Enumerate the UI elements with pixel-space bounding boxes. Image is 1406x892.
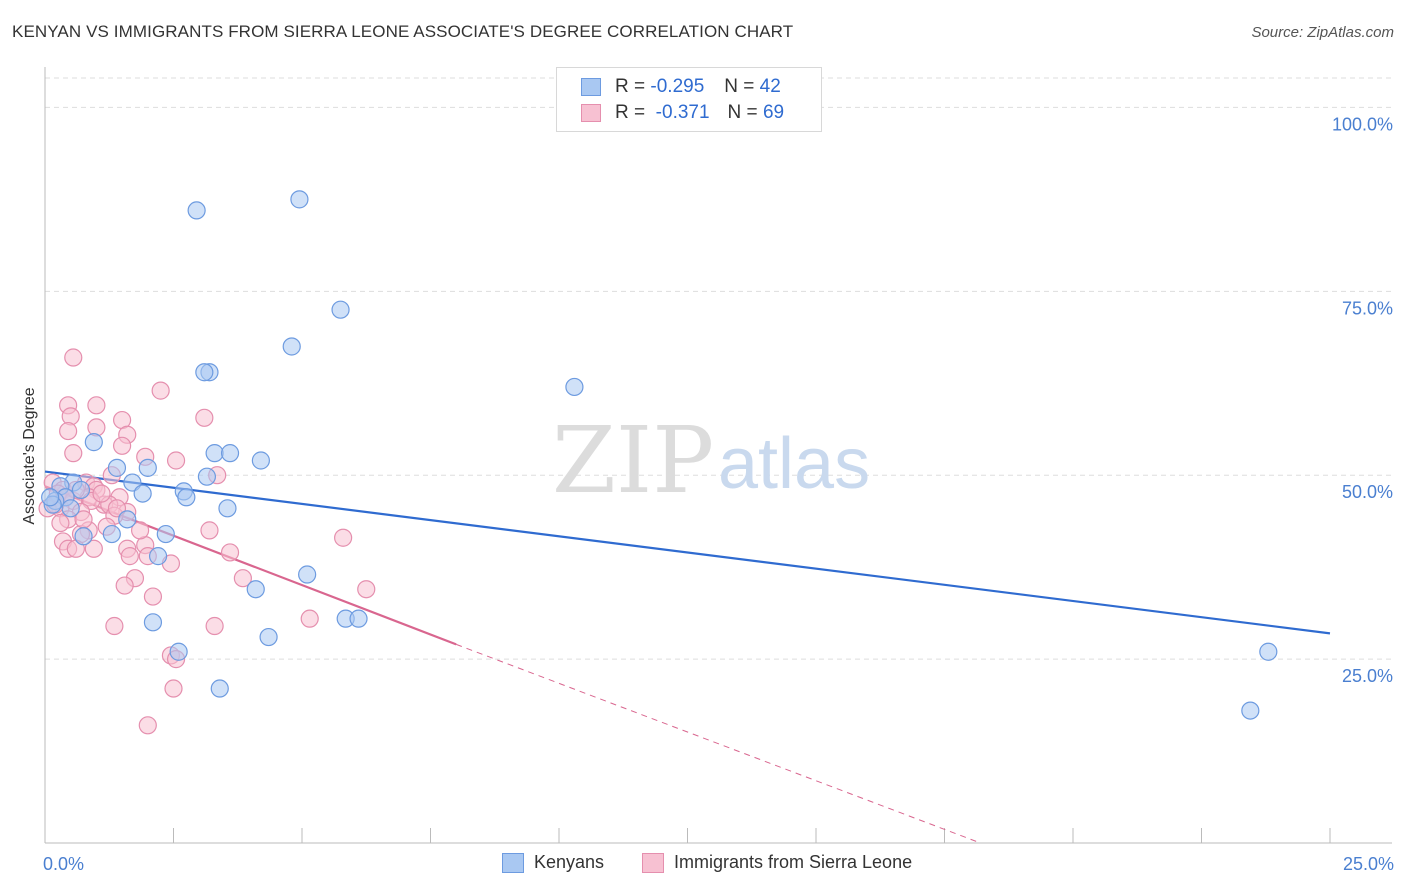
legend-row-sierra-leone: R = -0.371 N = 69 — [581, 101, 784, 125]
sierra-leone-point — [151, 381, 170, 400]
trendline-sierra-leone-extension — [456, 643, 981, 844]
kenyan-point — [61, 499, 80, 518]
sierra-leone-point — [334, 528, 353, 547]
kenyan-point — [133, 484, 152, 503]
kenyan-point — [218, 499, 237, 518]
y-axis-title: Associate's Degree — [21, 387, 38, 524]
trendlines — [44, 470, 1331, 844]
kenyan-point — [107, 458, 127, 477]
y-tick-label: 25.0% — [1342, 666, 1393, 686]
series-swatch-sierra-leone — [642, 852, 664, 873]
watermark-atlas: atlas — [718, 424, 870, 504]
kenyan-point — [205, 444, 224, 463]
kenyan-point — [41, 488, 60, 507]
sierra-leone-point — [59, 421, 78, 441]
sierra-leone-point — [92, 484, 111, 503]
sierra-leone-point — [120, 547, 139, 566]
kenyan-point — [169, 642, 188, 661]
watermark-zip: ZIP — [552, 407, 714, 514]
sierra-leone-point — [300, 609, 319, 628]
kenyan-point — [290, 190, 309, 209]
kenyan-point — [102, 524, 121, 544]
kenyan-point — [197, 467, 217, 486]
kenyan-point — [259, 627, 278, 647]
series-label-sierra-leone: Immigrants from Sierra Leone — [674, 852, 913, 872]
sierra-leone-point — [51, 513, 70, 533]
kenyan-point — [71, 480, 91, 500]
kenyan-point — [84, 433, 103, 452]
sierra-leone-point — [138, 716, 157, 735]
kenyan-point — [331, 300, 350, 319]
legend-r-label: R = — [615, 102, 646, 123]
kenyan-point — [251, 451, 270, 470]
series-label-kenyans: Kenyans — [534, 852, 605, 872]
legend-swatch-kenyans — [581, 78, 601, 96]
kenyan-point — [148, 547, 168, 566]
sierra-leone-point — [112, 436, 132, 455]
legend-n-value: 42 — [759, 76, 781, 97]
kenyan-point — [1241, 701, 1260, 720]
y-tick-label: 50.0% — [1342, 482, 1393, 502]
sierra-leone-point — [200, 521, 219, 540]
trendline-kenyans — [44, 470, 1331, 635]
chart-title: KENYAN VS IMMIGRANTS FROM SIERRA LEONE A… — [12, 22, 794, 41]
sierra-leone-point — [205, 616, 224, 636]
kenyan-point — [156, 524, 175, 544]
kenyan-point — [565, 377, 584, 397]
y-tick-label: 100.0% — [1332, 114, 1393, 134]
kenyan-point — [118, 510, 137, 529]
legend-r-value: -0.295 — [650, 76, 705, 97]
legend-n-value: 69 — [762, 102, 785, 123]
legend-n-label: N = — [727, 102, 758, 123]
sierra-leone-point — [220, 543, 240, 562]
watermark: ZIP atlas — [552, 407, 870, 514]
kenyan-point — [187, 201, 206, 220]
sierra-leone-point — [166, 451, 186, 470]
legend-r-label: R = — [615, 76, 646, 97]
kenyan-point — [349, 609, 368, 628]
source-credit: Source: ZipAtlas.com — [1251, 24, 1394, 41]
y-tick-labels: 25.0% 50.0% 75.0% 100.0% — [1332, 114, 1393, 686]
axes — [44, 67, 1392, 844]
y-tick-label: 75.0% — [1342, 298, 1393, 318]
kenyan-point — [74, 527, 93, 546]
legend-swatch-sierra-leone — [581, 104, 601, 122]
kenyan-point — [143, 613, 163, 632]
correlation-legend: R = -0.295 N = 42 R = -0.371 N = 69 — [556, 67, 822, 132]
legend-r-value: -0.371 — [655, 102, 710, 123]
x-tick-label-max: 25.0% — [1343, 854, 1394, 874]
sierra-leone-point — [164, 679, 183, 698]
series-legend-kenyans: Kenyans — [502, 852, 604, 873]
kenyan-point — [1259, 642, 1278, 661]
kenyan-point — [246, 580, 265, 599]
sierra-leone-point — [195, 408, 214, 427]
sierra-leone-point — [357, 580, 376, 599]
sierra-leone-point — [84, 539, 103, 558]
kenyan-point — [177, 488, 196, 507]
sierra-leone-point — [61, 407, 80, 426]
kenyan-point — [298, 565, 317, 584]
kenyan-point — [282, 337, 301, 356]
kenyan-point — [210, 679, 229, 698]
legend-row-kenyans: R = -0.295 N = 42 — [581, 75, 781, 99]
legend-n-label: N = — [724, 76, 755, 97]
kenyan-points — [41, 190, 1278, 720]
sierra-leone-point — [130, 521, 150, 540]
series-legend-sierra-leone: Immigrants from Sierra Leone — [642, 852, 912, 873]
kenyan-point — [220, 444, 240, 463]
sierra-leone-point — [143, 587, 163, 606]
sierra-leone-point — [233, 569, 252, 588]
sierra-leone-point — [87, 396, 106, 415]
sierra-leone-point — [87, 418, 106, 437]
kenyan-point — [195, 363, 214, 382]
series-legend: Kenyans Immigrants from Sierra Leone — [0, 852, 1406, 878]
series-swatch-kenyans — [502, 852, 524, 873]
x-tick-label-min: 0.0% — [43, 854, 84, 874]
sierra-leone-point — [105, 616, 124, 636]
sierra-leone-point — [115, 576, 134, 595]
kenyan-point — [138, 458, 157, 477]
sierra-leone-point — [64, 348, 83, 367]
sierra-leone-point — [64, 444, 83, 463]
